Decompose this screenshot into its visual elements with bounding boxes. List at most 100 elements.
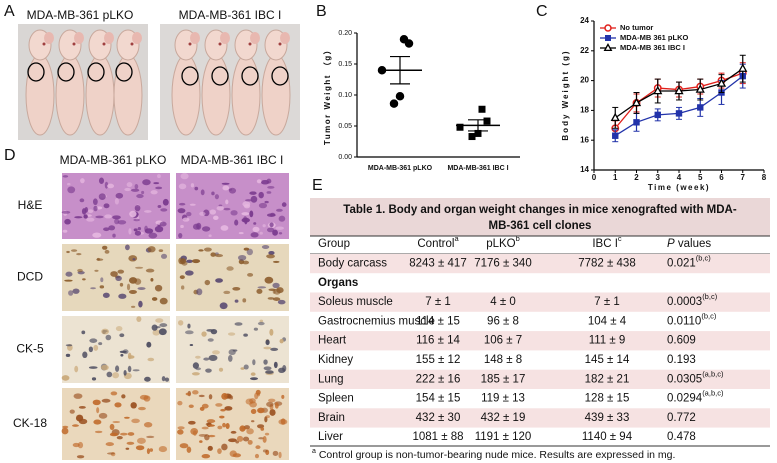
table-cell: 7176 ± 340	[474, 258, 531, 270]
panel-label: D	[4, 147, 16, 164]
cell	[153, 182, 160, 185]
cell	[103, 203, 110, 209]
cell	[207, 338, 214, 342]
cell-text: 114 ± 15	[416, 315, 460, 327]
cell	[106, 371, 113, 378]
marker	[612, 132, 619, 139]
table-cell: Group	[318, 238, 350, 250]
cell	[146, 341, 152, 348]
table-cell: Brain	[318, 412, 345, 424]
legend-marker	[604, 24, 612, 32]
cell-text: 7782 ± 438	[578, 258, 635, 270]
cell	[259, 319, 264, 323]
y-axis-label: Body Weight (g)	[561, 49, 570, 140]
cell	[146, 448, 151, 455]
cell-sup: (a,b,c)	[702, 389, 724, 398]
cell-text: 432 ± 30	[416, 412, 461, 424]
cell	[88, 346, 94, 353]
cell	[257, 410, 262, 413]
y-tick-label: 22	[580, 46, 589, 55]
cell	[196, 288, 203, 296]
cell	[190, 183, 195, 188]
cell	[250, 372, 256, 376]
cell	[272, 297, 281, 301]
cell	[149, 448, 154, 452]
cell	[128, 277, 138, 284]
panel-label: B	[316, 3, 327, 20]
y-tick-label: 18	[580, 106, 589, 115]
cell	[228, 187, 237, 194]
cell	[208, 354, 218, 361]
cell	[257, 286, 267, 289]
cell	[143, 422, 153, 428]
cell-text: 182 ± 21	[585, 373, 630, 385]
cell	[223, 290, 231, 295]
cell	[118, 293, 127, 299]
cell	[144, 228, 154, 234]
cell-text: 7176 ± 340	[474, 258, 531, 270]
cell	[223, 207, 231, 211]
row-label: H&E	[18, 198, 43, 212]
cell	[95, 215, 104, 219]
row-label: DCD	[17, 270, 43, 284]
marker	[716, 78, 727, 87]
column-title: MDA-MB-361 IBC I	[181, 153, 284, 167]
cell	[158, 446, 168, 453]
cell	[258, 437, 265, 440]
cell	[157, 204, 162, 209]
cell	[216, 205, 225, 211]
cell	[154, 225, 164, 233]
table-cell: IBC Ic	[592, 234, 622, 250]
cell	[132, 369, 140, 372]
cell	[120, 353, 124, 357]
cell-text: Spleen	[318, 393, 354, 405]
marker	[653, 85, 663, 95]
row-band	[310, 253, 770, 274]
cell-text: 0.609	[667, 335, 696, 347]
cell	[94, 430, 103, 434]
cell-text: 0.0110	[667, 315, 701, 327]
cell	[80, 178, 85, 184]
cell	[77, 441, 84, 449]
cell	[241, 212, 250, 216]
mouse-body	[261, 54, 291, 136]
mouse-eye	[248, 42, 252, 46]
y-tick-label: 0.00	[338, 154, 352, 161]
mouse-body	[85, 54, 115, 136]
cell	[230, 210, 238, 216]
cell	[222, 422, 226, 428]
cell	[278, 367, 286, 374]
cell	[107, 183, 115, 189]
cell	[104, 214, 112, 219]
cell	[230, 430, 237, 434]
cell	[76, 455, 85, 459]
table-cell: 439 ± 33	[585, 412, 630, 424]
cell	[222, 185, 230, 191]
cell	[119, 350, 127, 354]
cell	[103, 227, 110, 232]
cell-text: 0.0294	[667, 393, 703, 405]
cell-text: pLKO	[486, 238, 515, 250]
cell	[178, 320, 184, 326]
cell	[199, 440, 203, 443]
cell	[82, 351, 88, 359]
table-cell: 0.0294(a,b,c)	[667, 389, 724, 405]
mouse-ear	[104, 32, 114, 44]
cell	[102, 245, 108, 250]
cell	[215, 278, 223, 283]
cell	[77, 268, 83, 273]
cell-text: Brain	[318, 412, 345, 424]
cell-text: 106 ± 7	[484, 335, 522, 347]
cell	[186, 446, 192, 453]
cell	[277, 299, 286, 305]
cell	[278, 232, 283, 235]
cell-text: 154 ± 15	[416, 393, 461, 405]
cell	[252, 359, 256, 366]
cell	[90, 287, 96, 290]
table-cell: 1081 ± 88	[412, 431, 463, 443]
cell	[146, 435, 155, 439]
cell	[243, 204, 251, 209]
cell	[121, 394, 126, 399]
x-tick-label: 4	[677, 173, 682, 182]
cell	[136, 437, 146, 444]
